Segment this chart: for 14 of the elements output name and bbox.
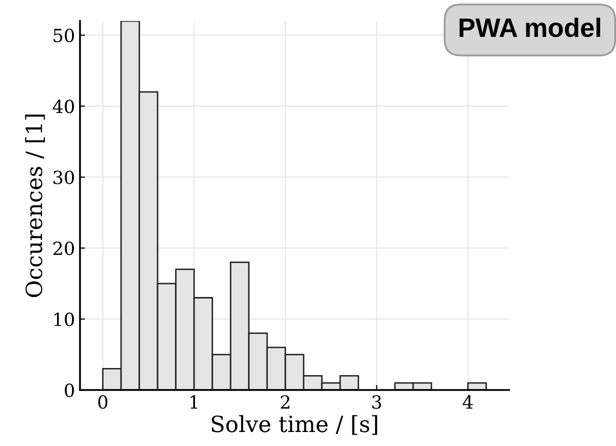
y-tick-label: 20: [53, 242, 74, 256]
x-tick-label: 4: [462, 395, 473, 409]
annotation: PWA model: [460, 18, 600, 38]
y-tick-label: 0: [64, 383, 74, 398]
y-axis-title: Occurences / [1]: [25, 114, 45, 298]
x-tick-label: 3: [372, 395, 382, 409]
x-tick-label: 1: [190, 395, 198, 409]
x-tick-label: 0: [98, 395, 108, 409]
x-tick-label: 2: [280, 395, 290, 409]
y-tick-label: 30: [54, 170, 74, 184]
y-tick-label: 10: [54, 312, 74, 326]
x-axis-title: Solve time / [s]: [212, 415, 378, 435]
y-tick-label: 50: [54, 28, 74, 42]
y-tick-label: 40: [52, 100, 74, 114]
